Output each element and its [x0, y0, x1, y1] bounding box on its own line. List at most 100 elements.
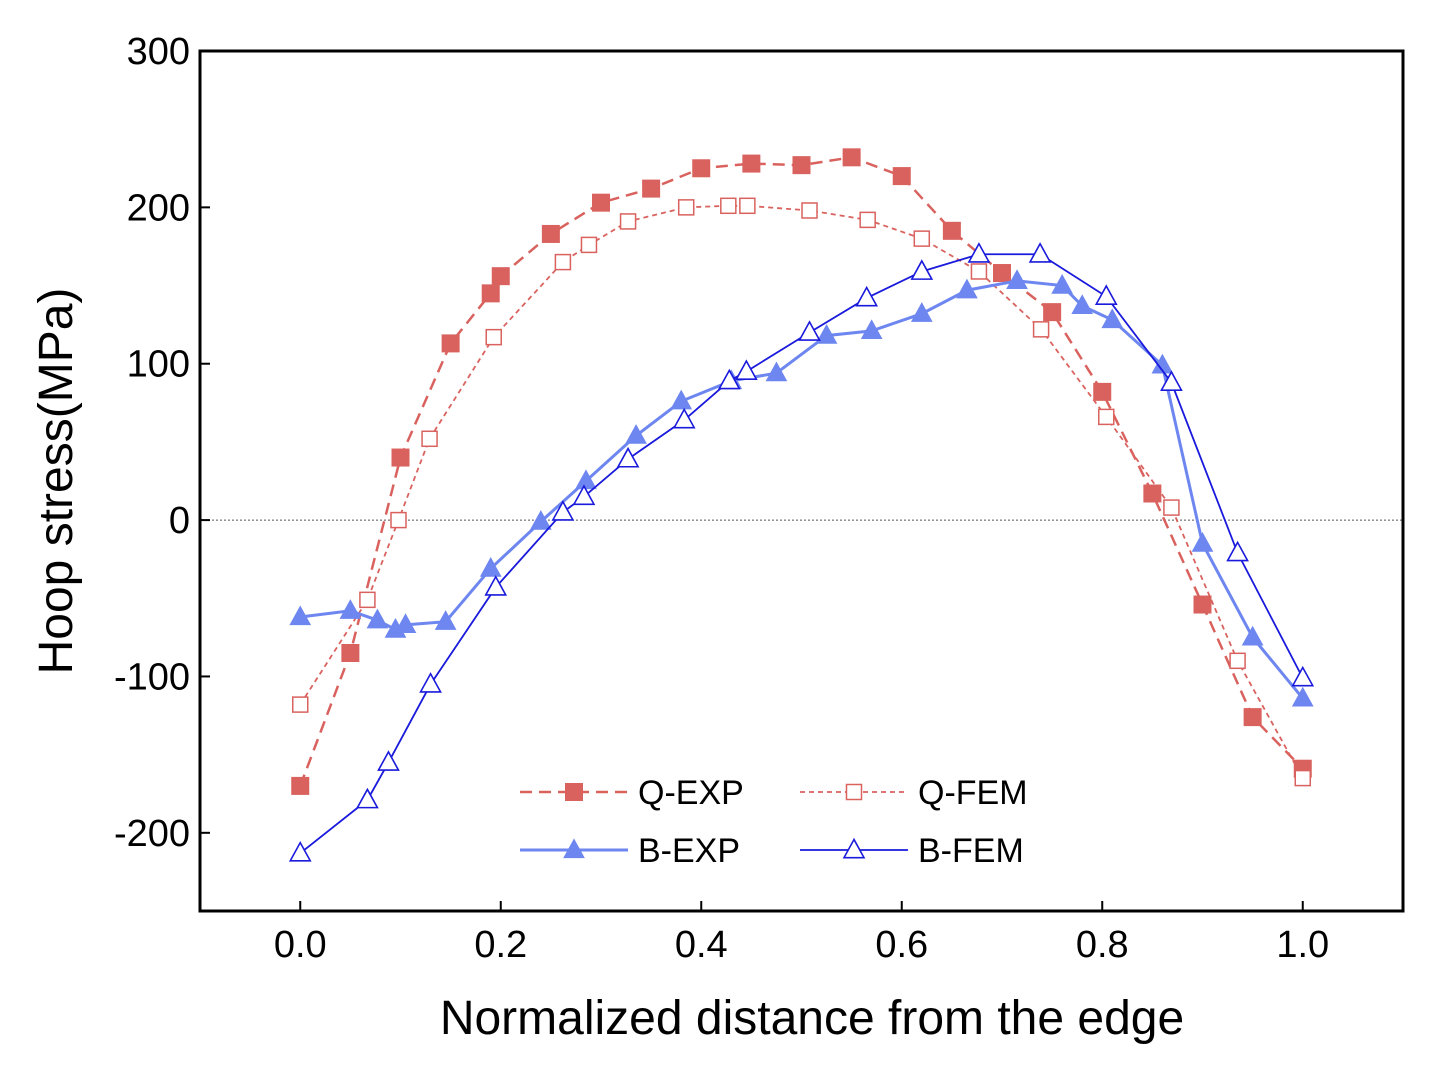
- legend-item-b-fem: B-FEM: [800, 832, 1024, 870]
- legend-item-q-exp: Q-EXP: [520, 774, 744, 812]
- data-point: [765, 361, 788, 382]
- data-point: [1006, 269, 1028, 290]
- series-q-fem: [292, 197, 1311, 787]
- data-point: [672, 407, 696, 429]
- x-tick-label: 0.0: [274, 924, 327, 966]
- x-tick-label: 0.2: [474, 924, 527, 966]
- data-point: [491, 267, 510, 286]
- data-point: [530, 510, 552, 530]
- data-point: [592, 193, 610, 212]
- data-point: [288, 840, 312, 862]
- data-point: [735, 359, 758, 380]
- data-point: [910, 259, 934, 280]
- data-point: [642, 179, 661, 198]
- x-axis-title: Normalized distance from the edge: [440, 992, 1184, 1045]
- legend-label: Q-EXP: [638, 774, 744, 812]
- data-point: [366, 608, 389, 629]
- data-point: [377, 750, 400, 771]
- data-point: [842, 148, 861, 167]
- data-point: [1093, 382, 1112, 401]
- legend: Q-EXP Q-FEM B-EXP B-FEM: [520, 774, 1028, 870]
- plot-frame: [198, 49, 1405, 913]
- data-point: [910, 302, 933, 322]
- data-point: [1241, 625, 1264, 646]
- data-point: [801, 202, 818, 219]
- plot-area: [198, 49, 1405, 913]
- data-point: [541, 224, 560, 243]
- series-q-exp: [291, 148, 1312, 795]
- data-point: [289, 605, 312, 626]
- data-point: [341, 644, 360, 662]
- data-point: [859, 211, 876, 229]
- data-point: [484, 575, 508, 596]
- data-point: [970, 263, 988, 280]
- series-line: [299, 204, 1304, 779]
- y-tick-label: 200: [127, 187, 190, 229]
- data-point: [1032, 321, 1050, 338]
- x-tick-label: 0.4: [675, 924, 728, 966]
- data-point: [1101, 308, 1124, 329]
- data-point: [356, 787, 379, 809]
- legend-label: B-EXP: [638, 832, 740, 870]
- data-point: [441, 334, 460, 353]
- data-point: [485, 328, 502, 346]
- data-point: [1051, 273, 1073, 294]
- data-point: [419, 672, 442, 693]
- legend-label: Q-FEM: [918, 774, 1028, 812]
- y-tick-label: 0: [169, 500, 190, 542]
- data-point: [1160, 370, 1183, 391]
- legend-marker: [563, 838, 585, 859]
- legend-marker: [845, 783, 863, 801]
- data-point: [739, 197, 756, 215]
- x-tick-label: 0.6: [875, 924, 928, 966]
- y-axis-title: Hoop stress(MPa): [30, 288, 83, 675]
- y-tick-label: -100: [114, 656, 190, 698]
- series-b-fem: [288, 242, 1315, 862]
- data-point: [1094, 284, 1118, 305]
- data-point: [1143, 484, 1162, 503]
- data-point: [942, 221, 961, 240]
- data-point: [1193, 595, 1212, 614]
- x-tick-label: 1.0: [1276, 924, 1329, 966]
- legend-marker: [842, 837, 866, 859]
- data-point: [720, 197, 737, 215]
- data-point: [792, 156, 811, 175]
- data-point: [481, 284, 500, 303]
- data-point: [677, 199, 695, 216]
- data-point: [421, 430, 438, 448]
- data-point: [1291, 665, 1315, 687]
- series-b-exp: [289, 269, 1314, 707]
- legend-item-b-exp: B-EXP: [520, 832, 740, 870]
- data-point: [1163, 499, 1180, 516]
- data-point: [619, 213, 637, 230]
- data-point: [742, 154, 761, 173]
- data-point: [625, 424, 647, 444]
- y-tick-label: 300: [127, 31, 190, 73]
- data-point: [993, 264, 1011, 283]
- data-point: [913, 230, 931, 247]
- data-point: [956, 278, 978, 299]
- legend-item-q-fem: Q-FEM: [800, 774, 1028, 812]
- data-point: [670, 389, 693, 410]
- data-point: [291, 776, 310, 795]
- data-point: [551, 500, 575, 521]
- data-point: [815, 324, 838, 344]
- legend-marker: [565, 783, 583, 801]
- data-point: [1229, 652, 1246, 670]
- data-point: [391, 448, 410, 467]
- data-point: [292, 696, 309, 713]
- data-point: [860, 319, 883, 340]
- data-point: [717, 368, 741, 390]
- data-point: [1294, 769, 1311, 787]
- data-point: [394, 613, 417, 634]
- data-point: [967, 242, 991, 263]
- data-point: [390, 511, 407, 529]
- data-point: [616, 446, 640, 468]
- x-axis: 0.0 0.2 0.4 0.6 0.8 1.0: [274, 901, 1329, 966]
- data-point: [1191, 531, 1214, 552]
- data-point: [554, 253, 572, 271]
- data-point: [855, 285, 879, 307]
- data-point: [434, 610, 457, 630]
